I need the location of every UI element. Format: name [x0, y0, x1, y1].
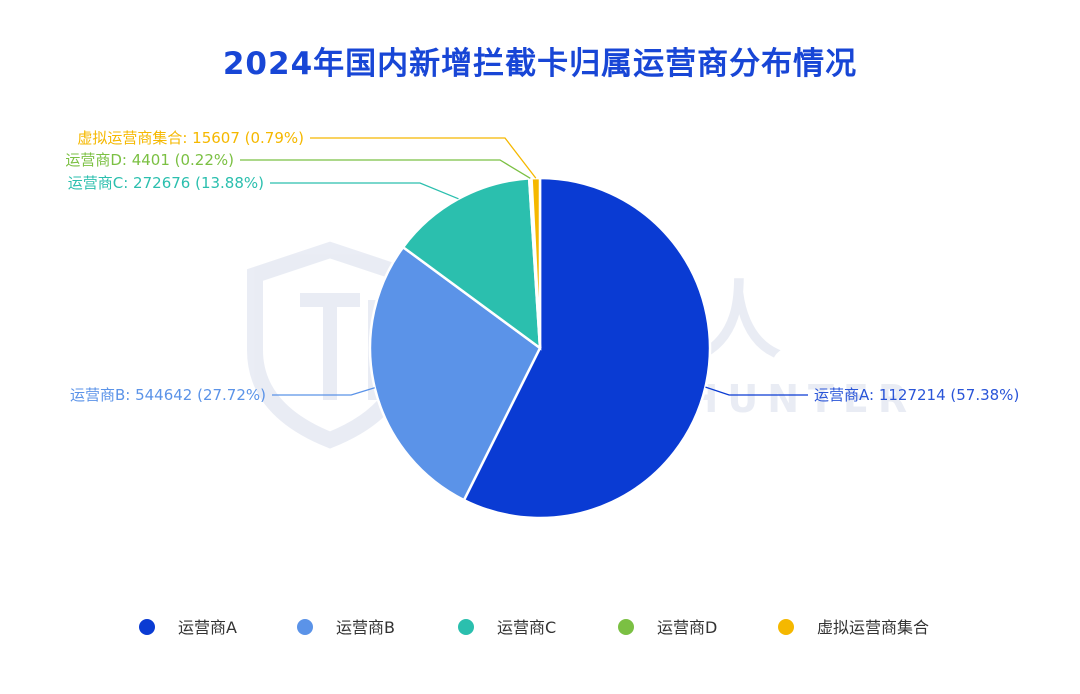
leader-lines	[240, 137, 808, 396]
legend-label: 运营商A	[178, 618, 237, 637]
legend-swatch	[297, 619, 313, 635]
pie-slices	[368, 176, 712, 520]
slice-label: 运营商D: 4401 (0.22%)	[65, 151, 234, 169]
leader-line	[270, 182, 459, 200]
legend-swatch	[458, 619, 474, 635]
legend-item: 虚拟运营商集合	[778, 618, 929, 637]
slice-label: 运营商B: 544642 (27.72%)	[70, 386, 266, 404]
leader-line	[272, 387, 375, 396]
legend: 运营商A 运营商B 运营商C 运营商D 虚拟运营商集合	[139, 618, 929, 637]
legend-item: 运营商B	[297, 618, 395, 637]
legend-item: 运营商C	[458, 618, 556, 637]
leader-line	[310, 137, 537, 179]
leader-line	[705, 386, 808, 396]
slice-label: 运营商A: 1127214 (57.38%)	[814, 386, 1019, 404]
legend-item: 运营商A	[139, 618, 237, 637]
legend-label: 运营商C	[497, 618, 556, 637]
slice-label: 虚拟运营商集合: 15607 (0.79%)	[77, 129, 304, 147]
leader-line	[240, 159, 531, 179]
legend-label: 虚拟运营商集合	[817, 618, 929, 637]
legend-swatch	[139, 619, 155, 635]
legend-swatch	[618, 619, 634, 635]
pie-slice	[368, 245, 542, 502]
watermark-shield-inner-icon	[300, 293, 382, 400]
legend-swatch	[778, 619, 794, 635]
slice-labels: 运营商A: 1127214 (57.38%) 运营商B: 544642 (27.7…	[65, 129, 1019, 404]
slice-label: 运营商C: 272676 (13.88%)	[68, 174, 264, 192]
legend-label: 运营商D	[657, 618, 717, 637]
pie-slice	[462, 176, 712, 520]
legend-item: 运营商D	[618, 618, 717, 637]
legend-label: 运营商B	[336, 618, 395, 637]
chart-title: 2024年国内新增拦截卡归属运营商分布情况	[222, 46, 858, 82]
